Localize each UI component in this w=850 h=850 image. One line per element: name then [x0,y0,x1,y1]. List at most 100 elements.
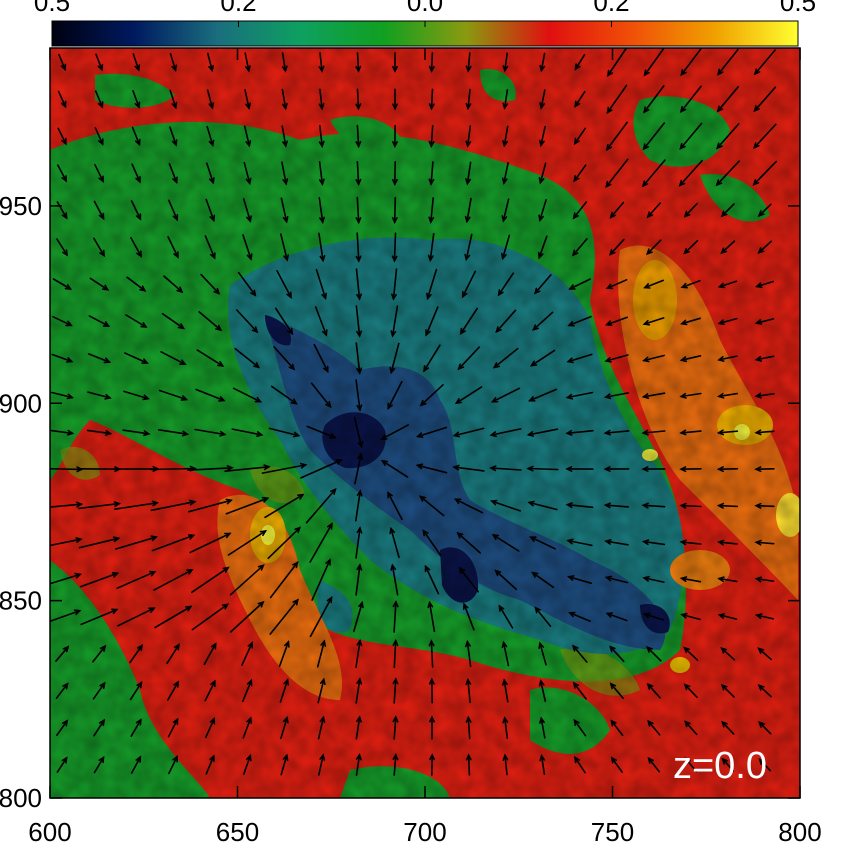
velocity-arrow [457,346,481,371]
velocity-arrow [389,342,400,375]
velocity-arrow [428,677,435,704]
velocity-arrow [606,84,628,115]
velocity-arrow [716,86,740,113]
velocity-arrow [355,268,363,301]
velocity-arrow [679,85,702,114]
velocity-arrow [501,640,510,667]
velocity-arrow [501,678,509,703]
velocity-arrow [352,600,364,633]
velocity-arrow [603,502,630,509]
velocity-arrow [539,52,546,73]
velocity-arrow [241,678,253,703]
velocity-arrow [78,536,121,549]
velocity-arrow [203,642,217,666]
velocity-arrow [244,52,251,73]
velocity-arrow [95,53,104,72]
velocity-arrow [526,465,559,472]
velocity-arrow [154,605,193,629]
velocity-arrow [56,238,69,257]
velocity-arrow [52,315,73,327]
velocity-arrow [752,160,778,186]
velocity-arrow [491,534,520,552]
velocity-arrow [679,429,702,436]
velocity-arrow [269,561,299,599]
velocity-arrow [225,496,270,515]
velocity-arrow [539,89,546,110]
velocity-arrow [643,279,665,289]
velocity-arrow [355,342,363,375]
velocity-arrow [717,48,739,76]
velocity-arrow [89,277,110,291]
velocity-arrow [539,716,546,739]
velocity-arrow [465,753,472,776]
velocity-arrow [391,232,398,263]
velocity-arrow [242,234,253,261]
velocity-arrow [204,679,216,702]
velocity-arrow [124,352,149,364]
velocity-arrow [93,200,105,221]
velocity-arrow [684,720,698,736]
velocity-arrow [754,502,775,509]
velocity-arrow [189,532,232,554]
velocity-arrow [150,499,197,512]
velocity-arrow [206,125,215,148]
velocity-arrow [642,354,665,363]
velocity-arrow [527,388,558,402]
velocity-arrow [716,123,740,150]
velocity-arrow [229,564,265,596]
velocity-arrow [51,353,74,363]
velocity-arrow [270,385,298,405]
velocity-arrow [720,646,736,661]
velocity-arrow [392,638,399,669]
y-tick-label: 800 [0,783,42,813]
velocity-arrow [280,715,289,740]
velocity-arrow [318,88,325,111]
velocity-arrow [355,196,362,225]
velocity-arrow [355,638,363,669]
velocity-arrow [355,232,362,263]
velocity-arrow [419,383,444,407]
velocity-arrow [680,612,701,621]
velocity-arrow [391,196,398,225]
y-axis: 800 850 900 950 [0,191,800,813]
velocity-arrow [716,392,739,399]
velocity-arrow [574,755,586,774]
velocity-arrow [268,427,301,438]
velocity-arrow [642,317,665,326]
velocity-arrow [273,345,296,371]
velocity-arrow [391,124,398,149]
x-tick-label: 800 [778,817,821,847]
velocity-arrow [498,604,514,629]
velocity-arrow [92,681,106,700]
velocity-arrow [130,755,142,774]
velocity-arrow [87,391,112,400]
velocity-arrow [641,429,666,436]
velocity-arrow [573,718,587,737]
velocity-arrow [153,569,194,591]
velocity-arrow [318,161,325,186]
velocity-arrow [721,757,735,772]
redshift-annotation: z=0.0 [673,745,767,787]
velocity-arrow [527,500,558,511]
velocity-arrow [130,200,142,221]
velocity-arrow [129,681,143,701]
x-tick-label: 700 [403,817,446,847]
velocity-arrow [464,197,472,224]
velocity-arrow [574,53,586,71]
velocity-arrow [641,539,666,546]
velocity-arrow [683,202,698,218]
velocity-arrow [428,197,435,224]
velocity-arrow [317,715,326,740]
velocity-arrow [79,571,120,588]
velocity-arrow [354,489,363,522]
velocity-arrow [94,90,104,109]
velocity-arrow [242,198,252,223]
velocity-arrow [755,280,775,289]
velocity-arrow [93,755,105,774]
velocity-arrow [267,526,302,560]
velocity-arrow [115,535,158,550]
velocity-arrow [567,315,592,327]
velocity-arrow [206,162,215,185]
velocity-arrow [317,677,326,704]
